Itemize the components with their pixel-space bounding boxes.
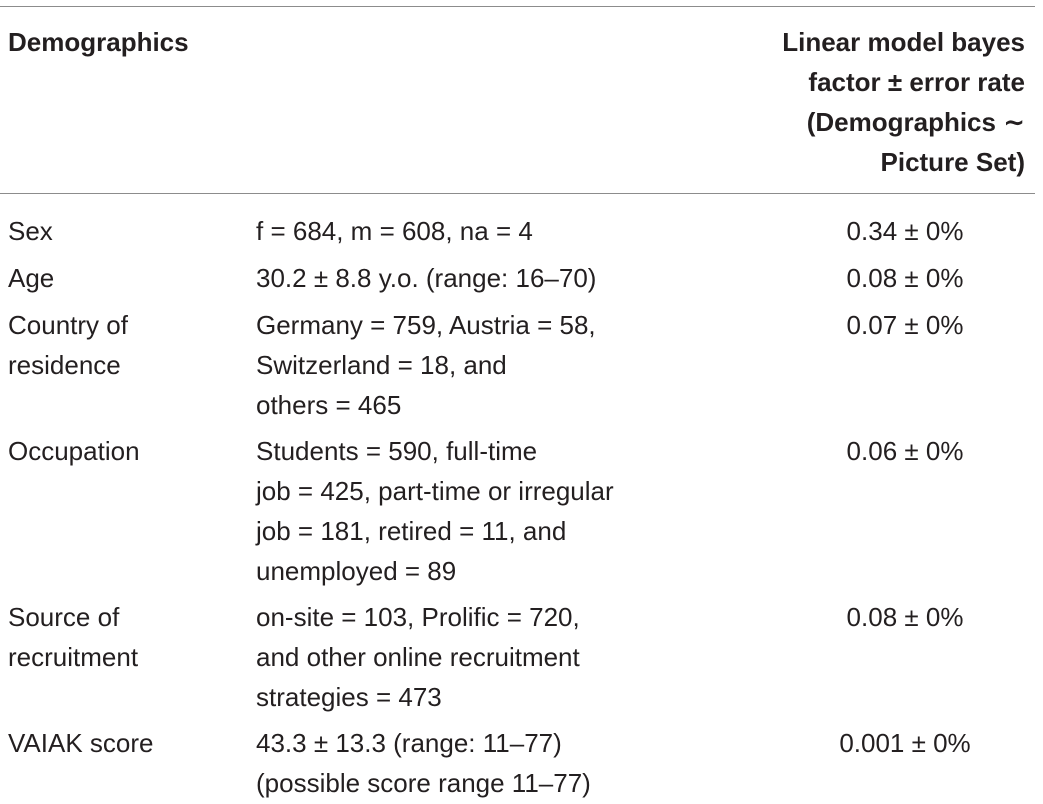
row-value-line: Germany = 759, Austria = 58, — [256, 310, 596, 340]
row-label: Occupation — [8, 431, 238, 471]
row-value: on-site = 103, Prolific = 720, and other… — [256, 597, 676, 717]
row-value-line: job = 425, part-time or irregular — [256, 476, 614, 506]
header-bayes-line: (Demographics ∼ — [806, 107, 1025, 137]
row-value-line: on-site = 103, Prolific = 720, — [256, 602, 580, 632]
row-value-line: and other online recruitment — [256, 642, 580, 672]
row-value-line: strategies = 473 — [256, 682, 442, 712]
row-bayes: 0.001 ± 0% — [839, 728, 971, 758]
row-bayes: 0.08 ± 0% — [846, 263, 964, 293]
row-label-line: Country of — [8, 310, 128, 340]
row-value-line: others = 465 — [256, 390, 402, 420]
header-bayes-line: Linear model bayes — [782, 27, 1025, 57]
row-bayes: 0.06 ± 0% — [846, 436, 964, 466]
row-label-line: residence — [8, 350, 121, 380]
row-value: Students = 590, full-time job = 425, par… — [256, 431, 676, 591]
row-label: Sex — [8, 211, 238, 251]
header-bayes-factor: Linear model bayes factor ± error rate (… — [735, 22, 1025, 182]
row-bayes: 0.08 ± 0% — [846, 602, 964, 632]
row-value-line: f = 684, m = 608, na = 4 — [256, 216, 533, 246]
row-value-line: job = 181, retired = 11, and — [256, 516, 567, 546]
row-label: Source of recruitment — [8, 597, 238, 677]
row-label-line: Source of — [8, 602, 120, 632]
header-bayes-line: factor ± error rate — [808, 67, 1025, 97]
row-label-line: Sex — [8, 216, 53, 246]
row-label: Country of residence — [8, 305, 238, 385]
header-bottom-rule — [0, 193, 1035, 194]
row-value-line: Students = 590, full-time — [256, 436, 538, 466]
header-demographics: Demographics — [8, 27, 189, 57]
header-bayes-line: Picture Set) — [880, 147, 1026, 177]
row-value: 43.3 ± 13.3 (range: 11–77) (possible sco… — [256, 723, 676, 803]
row-value-line: Switzerland = 18, and — [256, 350, 507, 380]
row-label-line: Occupation — [8, 436, 140, 466]
row-label-line: recruitment — [8, 642, 139, 672]
row-value-line: 30.2 ± 8.8 y.o. (range: 16–70) — [256, 263, 597, 293]
row-label: VAIAK score — [8, 723, 238, 763]
row-label: Age — [8, 258, 238, 298]
table-top-rule — [0, 6, 1035, 7]
row-value: Germany = 759, Austria = 58, Switzerland… — [256, 305, 676, 425]
row-value: 30.2 ± 8.8 y.o. (range: 16–70) — [256, 258, 676, 298]
row-value-line: 43.3 ± 13.3 (range: 11–77) — [256, 728, 562, 758]
row-bayes: 0.07 ± 0% — [846, 310, 964, 340]
row-bayes: 0.34 ± 0% — [846, 216, 964, 246]
row-value-line: unemployed = 89 — [256, 556, 457, 586]
row-value-line: (possible score range 11–77) — [256, 768, 591, 798]
row-label-line: VAIAK score — [8, 728, 154, 758]
row-value: f = 684, m = 608, na = 4 — [256, 211, 676, 251]
row-label-line: Age — [8, 263, 55, 293]
